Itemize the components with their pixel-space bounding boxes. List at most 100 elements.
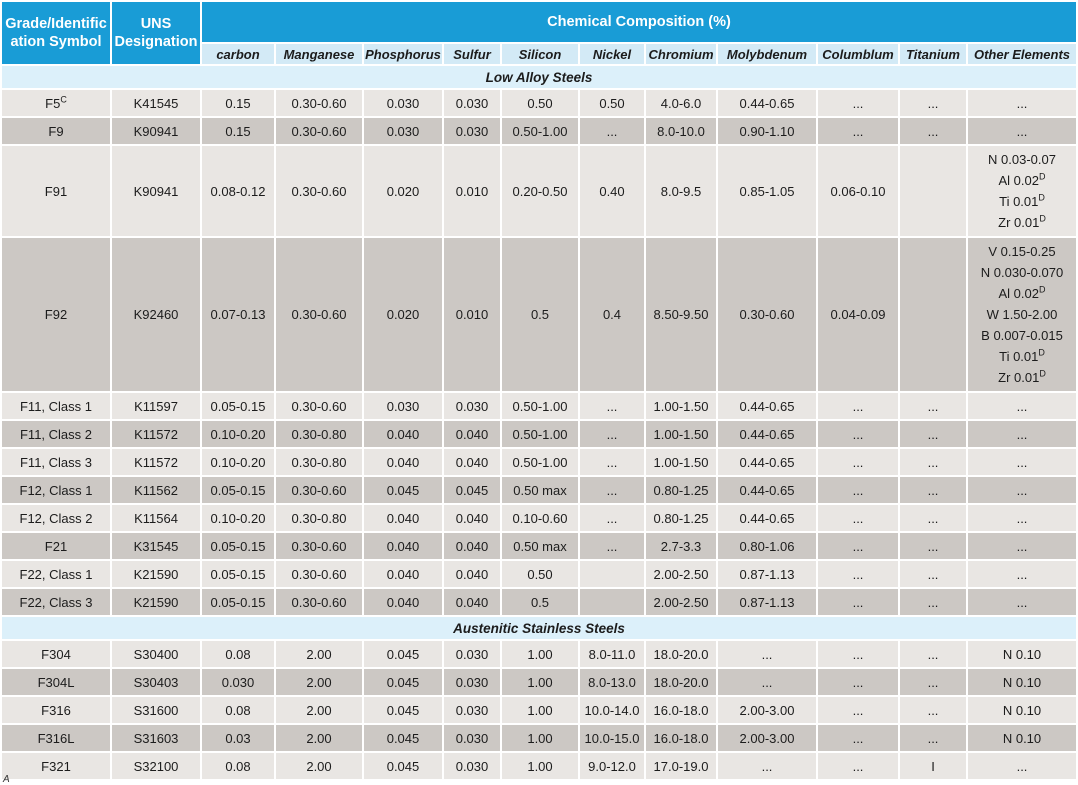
composition-cell: 0.045 bbox=[364, 477, 442, 503]
grade-cell: F11, Class 3 bbox=[2, 449, 110, 475]
column-header-molybdenum: Molybdenum bbox=[718, 44, 816, 64]
composition-cell: 0.5 bbox=[502, 589, 578, 615]
composition-cell: 0.10-0.20 bbox=[202, 421, 274, 447]
column-header-nickel: Nickel bbox=[580, 44, 644, 64]
composition-cell: 0.4 bbox=[580, 238, 644, 391]
composition-cell: 0.010 bbox=[444, 238, 500, 391]
uns-cell: K11597 bbox=[112, 393, 200, 419]
composition-cell: 10.0-15.0 bbox=[580, 725, 644, 751]
grade-cell: F9 bbox=[2, 118, 110, 144]
composition-cell: ... bbox=[900, 725, 966, 751]
composition-cell: 0.50 bbox=[502, 561, 578, 587]
grade-cell: F304 bbox=[2, 641, 110, 667]
composition-cell: 0.040 bbox=[364, 421, 442, 447]
table-row: F11, Class 3 K11572 0.10-0.20 0.30-0.80 0.04… bbox=[2, 449, 1076, 475]
grade-cell: F12, Class 1 bbox=[2, 477, 110, 503]
table-row: F21 K31545 0.05-0.15 0.30-0.60 0.040 0.040 0.5… bbox=[2, 533, 1076, 559]
composition-cell: 0.040 bbox=[364, 533, 442, 559]
table-row: F316L S31603 0.03 2.00 0.045 0.030 1.00 10.0-15… bbox=[2, 725, 1076, 751]
table-row: F12, Class 1 K11562 0.05-0.15 0.30-0.60 0.04… bbox=[2, 477, 1076, 503]
composition-cell: 18.0-20.0 bbox=[646, 641, 716, 667]
composition-cell: 0.30-0.60 bbox=[276, 477, 362, 503]
composition-cell: 0.010 bbox=[444, 146, 500, 236]
uns-cell: S30400 bbox=[112, 641, 200, 667]
composition-cell: N 0.10 bbox=[968, 697, 1076, 723]
composition-cell: 2.00 bbox=[276, 697, 362, 723]
composition-cell: ... bbox=[818, 505, 898, 531]
composition-cell: ... bbox=[580, 477, 644, 503]
uns-cell: K31545 bbox=[112, 533, 200, 559]
composition-cell: 2.00 bbox=[276, 725, 362, 751]
table-row: F91 K90941 0.08-0.12 0.30-0.60 0.020 0.010 0.2… bbox=[2, 146, 1076, 236]
composition-cell: 0.10-0.60 bbox=[502, 505, 578, 531]
composition-cell: 0.040 bbox=[364, 589, 442, 615]
composition-cell: ... bbox=[818, 641, 898, 667]
uns-cell: K21590 bbox=[112, 561, 200, 587]
table-row: F9 K90941 0.15 0.30-0.60 0.030 0.030 0.50-1.00… bbox=[2, 118, 1076, 144]
composition-cell: ... bbox=[818, 449, 898, 475]
element-columns-row: carbon Manganese Phosphorus Sulfur Silicon Ni… bbox=[2, 44, 1076, 64]
grade-cell: F22, Class 3 bbox=[2, 589, 110, 615]
composition-cell: ... bbox=[580, 421, 644, 447]
composition-cell: N 0.03-0.07 Al 0.02D Ti 0.01D Zr 0.01D bbox=[968, 146, 1076, 236]
composition-cell bbox=[900, 146, 966, 236]
composition-cell: 0.040 bbox=[364, 505, 442, 531]
composition-cell: 0.020 bbox=[364, 146, 442, 236]
composition-cell: 0.80-1.25 bbox=[646, 505, 716, 531]
uns-cell: K92460 bbox=[112, 238, 200, 391]
uns-cell: S31603 bbox=[112, 725, 200, 751]
composition-cell: ... bbox=[580, 118, 644, 144]
section-header: Low Alloy Steels bbox=[2, 66, 1076, 88]
composition-cell: ... bbox=[900, 533, 966, 559]
composition-cell: 8.0-9.5 bbox=[646, 146, 716, 236]
composition-cell: ... bbox=[900, 589, 966, 615]
composition-cell: ... bbox=[718, 753, 816, 779]
composition-cell: 0.05-0.15 bbox=[202, 533, 274, 559]
composition-cell: ... bbox=[900, 118, 966, 144]
composition-cell: ... bbox=[968, 118, 1076, 144]
composition-cell: 2.00 bbox=[276, 753, 362, 779]
composition-cell: 0.030 bbox=[364, 90, 442, 116]
grade-cell: F304L bbox=[2, 669, 110, 695]
composition-cell: 1.00-1.50 bbox=[646, 393, 716, 419]
column-header-chromium: Chromium bbox=[646, 44, 716, 64]
table-row: F22, Class 3 K21590 0.05-0.15 0.30-0.60 0.04… bbox=[2, 589, 1076, 615]
composition-cell: ... bbox=[968, 393, 1076, 419]
composition-cell: 0.030 bbox=[444, 641, 500, 667]
column-header-phosphorus: Phosphorus bbox=[364, 44, 442, 64]
composition-cell: 0.04-0.09 bbox=[818, 238, 898, 391]
composition-cell: 0.040 bbox=[444, 533, 500, 559]
composition-cell: ... bbox=[818, 421, 898, 447]
composition-cell: 0.05-0.15 bbox=[202, 393, 274, 419]
grade-cell: F22, Class 1 bbox=[2, 561, 110, 587]
composition-cell bbox=[900, 238, 966, 391]
grade-cell: F21 bbox=[2, 533, 110, 559]
composition-cell: 0.045 bbox=[364, 725, 442, 751]
table-row: F11, Class 2 K11572 0.10-0.20 0.30-0.80 0.04… bbox=[2, 421, 1076, 447]
composition-cell: 0.040 bbox=[444, 421, 500, 447]
composition-cell: 0.040 bbox=[444, 589, 500, 615]
composition-cell: ... bbox=[968, 589, 1076, 615]
composition-cell: 0.44-0.65 bbox=[718, 477, 816, 503]
composition-cell: 0.05-0.15 bbox=[202, 561, 274, 587]
composition-cell: 0.10-0.20 bbox=[202, 505, 274, 531]
composition-cell: 0.30-0.80 bbox=[276, 421, 362, 447]
composition-cell: 0.50-1.00 bbox=[502, 118, 578, 144]
composition-cell: ... bbox=[968, 477, 1076, 503]
composition-cell: 2.00-2.50 bbox=[646, 589, 716, 615]
composition-cell: ... bbox=[818, 118, 898, 144]
composition-cell: 0.020 bbox=[364, 238, 442, 391]
grade-cell: F11, Class 2 bbox=[2, 421, 110, 447]
composition-cell: 0.80-1.06 bbox=[718, 533, 816, 559]
composition-cell: 0.07-0.13 bbox=[202, 238, 274, 391]
composition-cell: ... bbox=[968, 561, 1076, 587]
composition-cell: 0.030 bbox=[444, 669, 500, 695]
grade-cell: F91 bbox=[2, 146, 110, 236]
composition-cell: ... bbox=[818, 477, 898, 503]
table-row: F304 S30400 0.08 2.00 0.045 0.030 1.00 8.0-11.0… bbox=[2, 641, 1076, 667]
uns-cell: K11564 bbox=[112, 505, 200, 531]
composition-cell: 0.05-0.15 bbox=[202, 477, 274, 503]
table-row: F321 S32100 0.08 2.00 0.045 0.030 1.00 9.0-12.0… bbox=[2, 753, 1076, 779]
uns-cell: K21590 bbox=[112, 589, 200, 615]
